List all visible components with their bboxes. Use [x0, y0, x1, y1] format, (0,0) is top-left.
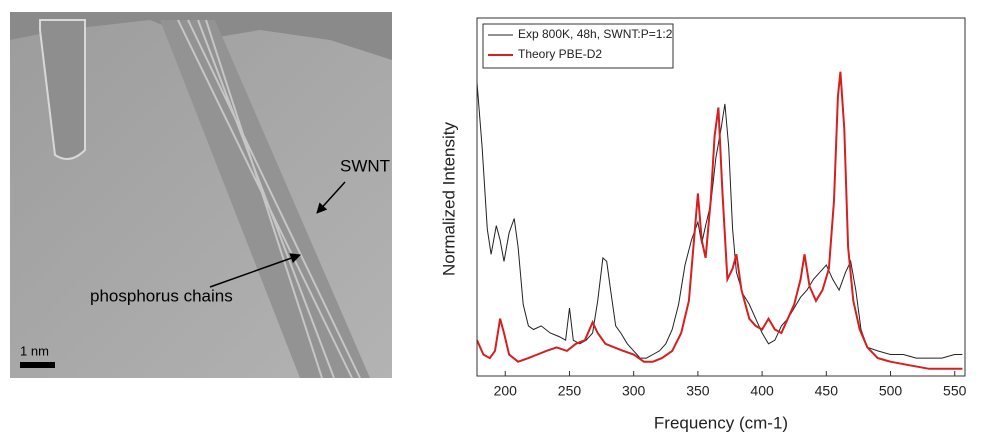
image-label: SWNT	[340, 156, 390, 175]
x-tick-label: 200	[494, 383, 518, 399]
scale-bar-label: 1 nm	[20, 343, 49, 358]
arrow	[316, 181, 346, 214]
legend-label: Exp 800K, 48h, SWNT:P=1:2	[518, 27, 673, 41]
plot-frame	[476, 17, 966, 377]
legend-label: Theory PBE-D2	[518, 47, 602, 61]
x-tick-label: 500	[879, 383, 903, 399]
x-tick-label: 550	[943, 383, 967, 399]
x-axis-label: Frequency (cm-1)	[654, 413, 788, 432]
x-tick-label: 250	[558, 383, 582, 399]
y-axis-label: Normalized Intensity	[439, 122, 458, 277]
chart: Normalized Intensity Frequency (cm-1) 20…	[439, 17, 967, 432]
arrow	[209, 253, 301, 288]
x-tick-label: 350	[686, 383, 710, 399]
tube	[39, 19, 86, 160]
legend-box	[482, 23, 674, 69]
scale-bar	[20, 362, 55, 368]
x-tick-label: 300	[622, 383, 646, 399]
tem-image: SWNT phosphorus chains 1 nm	[10, 12, 392, 379]
series-line	[476, 71, 963, 370]
image-label: phosphorus chains	[90, 286, 233, 305]
x-tick-label: 450	[815, 383, 839, 399]
tube-wall	[177, 19, 361, 379]
x-tick-label: 400	[750, 383, 774, 399]
